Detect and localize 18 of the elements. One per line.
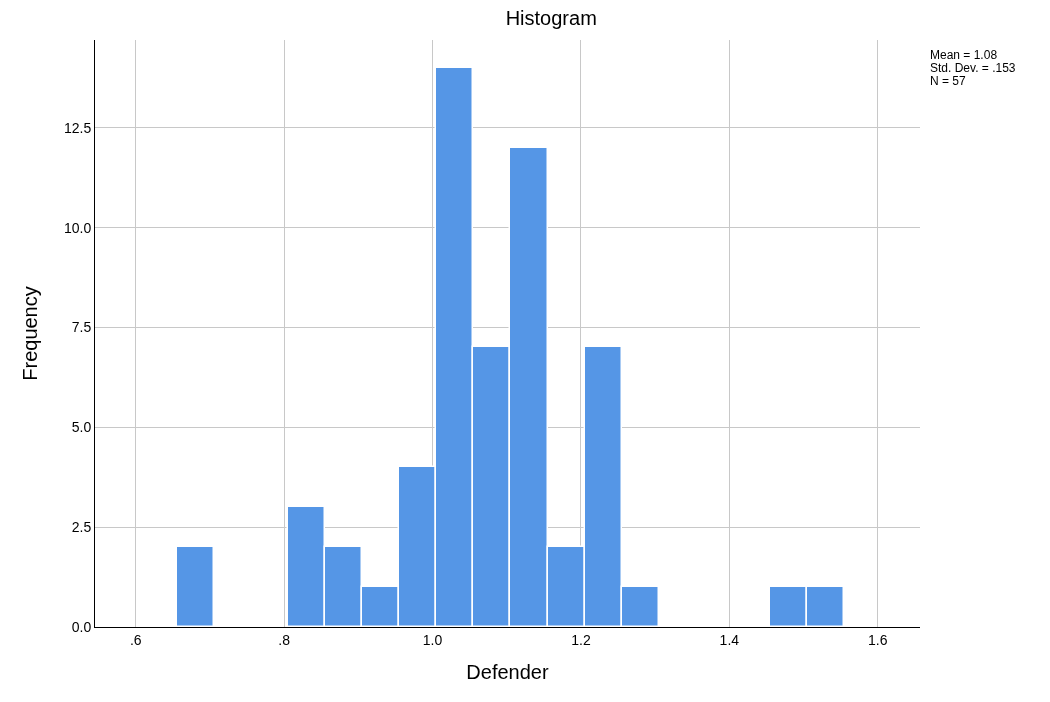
x-tick-label: .8 bbox=[278, 631, 291, 648]
text: Std. Dev. = .153 bbox=[930, 61, 1016, 75]
y-tick-label: 2.5 bbox=[71, 519, 92, 536]
x-axis-title: Defender bbox=[466, 661, 549, 684]
text: Mean = 1.08 bbox=[930, 48, 998, 62]
x-tick-label: .6 bbox=[129, 631, 142, 648]
y-tick-label: 12.5 bbox=[63, 119, 92, 136]
x-tick-label: 1.6 bbox=[867, 631, 888, 648]
x-tick-label: 1.0 bbox=[422, 631, 443, 648]
y-tick-label: 0.0 bbox=[71, 618, 92, 635]
x-tick-label: 1.4 bbox=[719, 631, 740, 648]
y-tick-label: 5.0 bbox=[71, 419, 92, 436]
y-tick-label: 7.5 bbox=[71, 319, 92, 336]
x-tick-label: 1.2 bbox=[571, 631, 591, 648]
y-tick-label: 10.0 bbox=[63, 219, 92, 236]
text: N = 57 bbox=[930, 74, 967, 88]
y-axis-title: Frequency bbox=[19, 286, 42, 381]
chart-title: Histogram bbox=[505, 6, 597, 29]
